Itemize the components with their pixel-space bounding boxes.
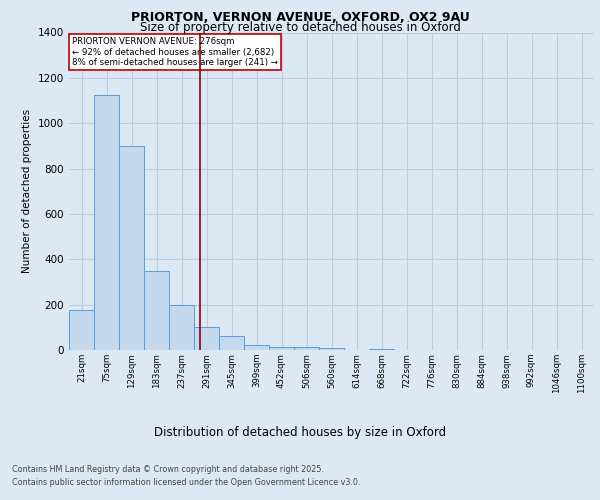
Bar [169, 304, 194, 350]
Bar [244, 346, 269, 350]
Text: Contains public sector information licensed under the Open Government Licence v3: Contains public sector information licen… [12, 478, 361, 487]
Bar [194, 328, 219, 350]
Bar [119, 146, 144, 350]
Bar [69, 310, 94, 350]
Bar [269, 348, 294, 350]
Y-axis label: Number of detached properties: Number of detached properties [22, 109, 32, 274]
Text: Size of property relative to detached houses in Oxford: Size of property relative to detached ho… [140, 21, 460, 34]
Bar [319, 348, 344, 350]
Bar [144, 270, 169, 350]
Text: Distribution of detached houses by size in Oxford: Distribution of detached houses by size … [154, 426, 446, 439]
Bar [369, 349, 394, 350]
Bar [219, 336, 244, 350]
Text: PRIORTON, VERNON AVENUE, OXFORD, OX2 9AU: PRIORTON, VERNON AVENUE, OXFORD, OX2 9AU [131, 11, 469, 24]
Bar [94, 95, 119, 350]
Text: PRIORTON VERNON AVENUE: 276sqm
← 92% of detached houses are smaller (2,682)
8% o: PRIORTON VERNON AVENUE: 276sqm ← 92% of … [71, 38, 278, 67]
Text: Contains HM Land Registry data © Crown copyright and database right 2025.: Contains HM Land Registry data © Crown c… [12, 466, 324, 474]
Bar [294, 348, 319, 350]
